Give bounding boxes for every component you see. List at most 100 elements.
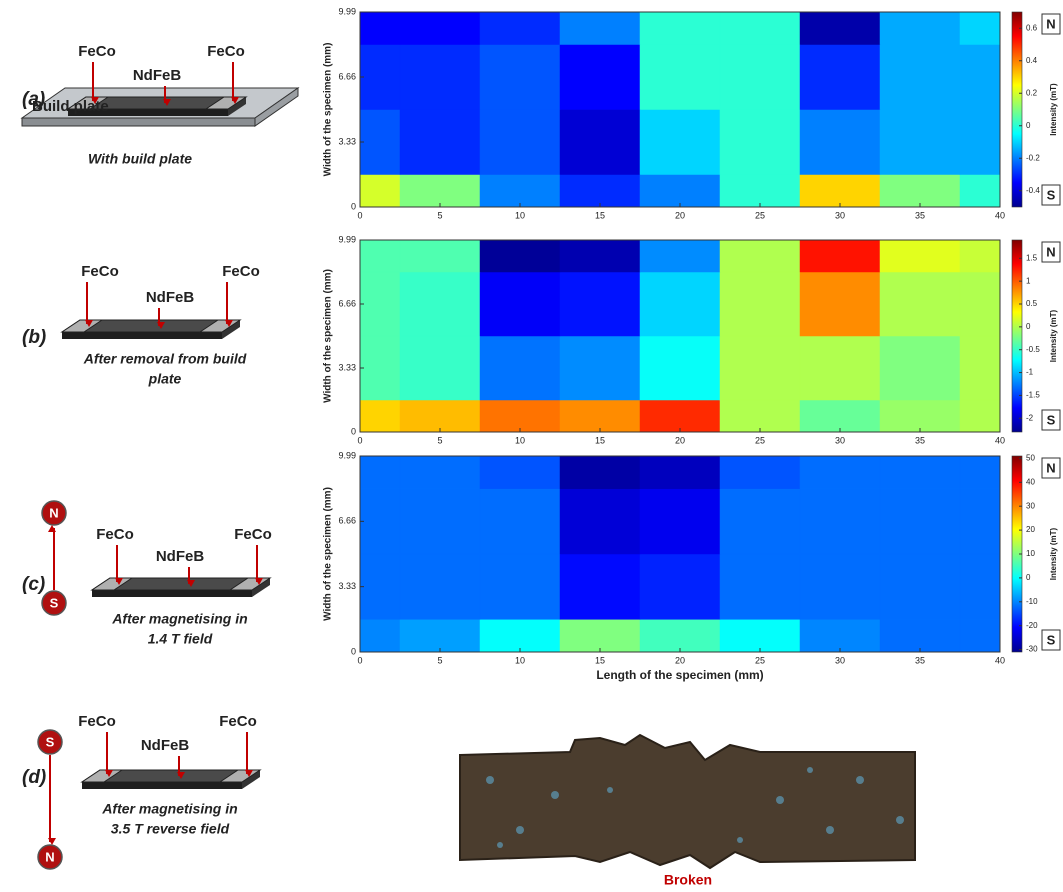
y-axis-label: Width of the specimen (mm) — [323, 43, 334, 177]
contour-cell — [960, 175, 1000, 208]
contour-cell — [880, 272, 960, 336]
pole-label: S — [1047, 632, 1056, 647]
y-tick-label: 9.99 — [338, 450, 356, 460]
contour-cell — [360, 336, 400, 400]
contour-cell — [720, 619, 800, 652]
caption: plate — [148, 371, 182, 387]
y-tick-label: 3.33 — [338, 136, 356, 146]
x-tick-label: 15 — [595, 210, 605, 220]
pole-label: N — [49, 505, 58, 520]
colorbar-tick-label: 0 — [1026, 322, 1031, 331]
y-axis-label: Width of the specimen (mm) — [323, 487, 334, 621]
colorbar-tick-label: -20 — [1026, 621, 1038, 630]
contour-cell — [880, 400, 960, 432]
colorbar-tick-label: -1 — [1026, 368, 1034, 377]
contour-cell — [720, 272, 800, 336]
contour-cell — [800, 336, 880, 400]
colorbar-label: Intensity (mT) — [1049, 309, 1058, 362]
colorbar-tick-label: -0.4 — [1026, 186, 1040, 195]
material-label: FeCo — [81, 263, 119, 280]
colorbar-tick-label: 0.4 — [1026, 56, 1038, 65]
material-label: FeCo — [222, 263, 260, 280]
pole-label: N — [1046, 460, 1055, 475]
contour-cell — [960, 110, 1000, 175]
y-tick-label: 6.66 — [338, 516, 356, 526]
contour-cell — [400, 240, 480, 272]
contour-cell — [880, 12, 960, 45]
pole-label: S — [1047, 412, 1056, 427]
colorbar-tick-label: -0.5 — [1026, 345, 1040, 354]
contour-cell — [400, 489, 480, 554]
figure: Broken Build plate(a)FeCoNdFeBFeCoWith b… — [0, 0, 1063, 892]
contour-cell — [960, 240, 1000, 272]
colorbar-tick-label: 20 — [1026, 525, 1035, 534]
contour-cell — [960, 272, 1000, 336]
contour-cell — [400, 12, 480, 45]
x-tick-label: 5 — [437, 210, 442, 220]
contour-cell — [560, 45, 640, 110]
contour-cell — [360, 45, 400, 110]
contour-cell — [800, 45, 880, 110]
panel-label: (b) — [22, 327, 46, 348]
contour-cell — [360, 175, 400, 208]
material-label: NdFeB — [141, 737, 190, 754]
contour-cell — [880, 456, 960, 489]
contour-cell — [400, 45, 480, 110]
contour-cell — [400, 456, 480, 489]
caption: 1.4 T field — [148, 631, 213, 647]
x-tick-label: 0 — [357, 210, 362, 220]
contour-cell — [640, 45, 720, 110]
contour-cell — [400, 400, 480, 432]
contour-cell — [880, 619, 960, 652]
colorbar-tick-label: 0.6 — [1026, 23, 1038, 32]
colorbar-tick-label: -30 — [1026, 645, 1038, 654]
contour-cell — [480, 554, 560, 619]
contour-cell — [800, 456, 880, 489]
contour-cell — [480, 400, 560, 432]
contour-cell — [640, 554, 720, 619]
y-tick-label: 3.33 — [338, 581, 356, 591]
contour-cell — [720, 489, 800, 554]
contour-cell — [640, 619, 720, 652]
colorbar-tick-label: -2 — [1026, 413, 1034, 422]
contour-cell — [960, 554, 1000, 619]
contour-cell — [560, 240, 640, 272]
contour-cell — [960, 489, 1000, 554]
contour-cell — [800, 12, 880, 45]
contour-cell — [720, 12, 800, 45]
colorbar — [1012, 240, 1022, 432]
contour-cell — [480, 175, 560, 208]
contour-cell — [480, 110, 560, 175]
strip-front — [62, 332, 222, 339]
y-tick-label: 9.99 — [338, 234, 356, 244]
contour-cell — [640, 400, 720, 432]
contour-cell — [800, 619, 880, 652]
colorbar-tick-label: 10 — [1026, 549, 1035, 558]
pole-label: S — [1047, 187, 1056, 202]
material-label: FeCo — [207, 43, 245, 60]
contour-cell — [560, 489, 640, 554]
contour-cell — [560, 110, 640, 175]
contour-cell — [800, 400, 880, 432]
material-label: NdFeB — [146, 289, 195, 306]
colorbar-tick-label: -0.2 — [1026, 153, 1040, 162]
contour-cell — [400, 554, 480, 619]
caption: After magnetising in — [101, 801, 237, 817]
contour-cell — [800, 240, 880, 272]
colorbar-tick-label: 0.5 — [1026, 299, 1038, 308]
contour-cell — [720, 240, 800, 272]
contour-cell — [560, 272, 640, 336]
contour-cell — [720, 400, 800, 432]
contour-cell — [640, 12, 720, 45]
contour-cell — [360, 489, 400, 554]
x-tick-label: 20 — [675, 655, 685, 665]
contour-cell — [960, 45, 1000, 110]
contour-cell — [720, 45, 800, 110]
contour-cell — [720, 175, 800, 208]
material-label: NdFeB — [156, 548, 205, 565]
colorbar-tick-label: 40 — [1026, 477, 1035, 486]
contour-cell — [800, 489, 880, 554]
contour-cell — [640, 489, 720, 554]
contour-cell — [360, 12, 400, 45]
contour-cell — [960, 336, 1000, 400]
